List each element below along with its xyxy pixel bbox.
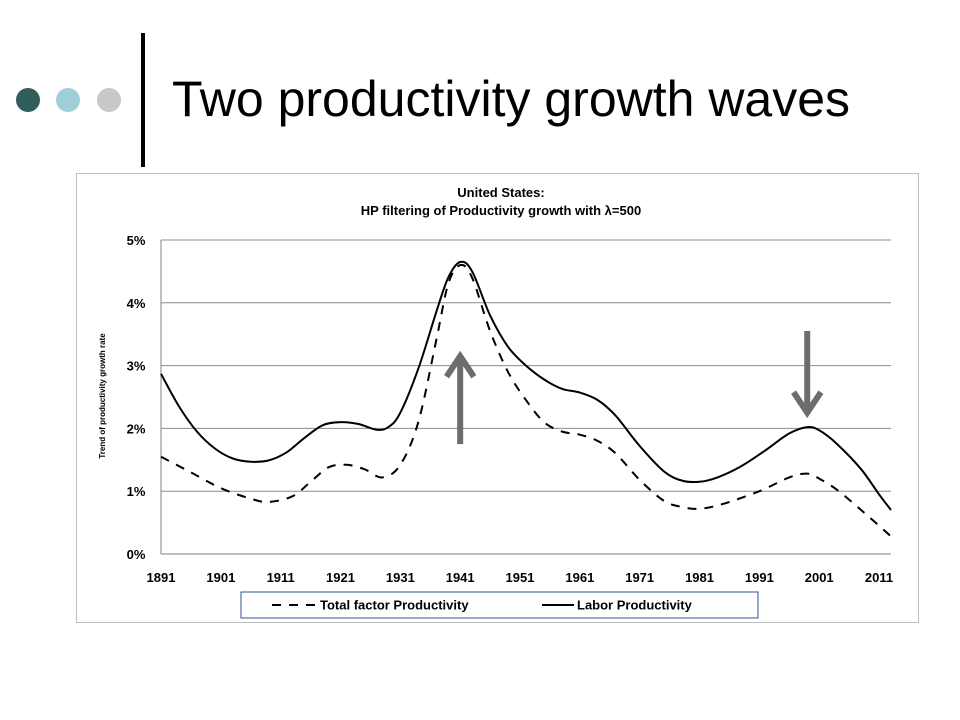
x-tick-label: 2001	[805, 570, 834, 585]
x-tick-label: 2011	[865, 570, 893, 585]
arrow-down-annotation	[791, 331, 824, 419]
chart-title-line-1: United States:	[457, 185, 544, 200]
x-tick-label: 1971	[625, 570, 654, 585]
chart-title-line-2: HP filtering of Productivity growth with…	[361, 203, 641, 218]
arrow-up-annotation	[444, 350, 477, 445]
x-tick-label: 1901	[206, 570, 235, 585]
series-line-total-factor-productivity	[160, 263, 892, 538]
y-tick-label: 1%	[127, 484, 146, 499]
x-tick-label: 1981	[685, 570, 714, 585]
x-tick-label: 1991	[745, 570, 774, 585]
decorative-dot-teal	[56, 88, 80, 112]
y-axis-label: Trend of productivity growth rate	[98, 333, 107, 459]
legend-box	[240, 591, 759, 619]
title-divider-bar	[141, 33, 145, 167]
decorative-dot-gray	[97, 88, 121, 112]
y-tick-label: 3%	[127, 359, 146, 374]
y-tick-label: 2%	[127, 421, 146, 436]
slide-title: Two productivity growth waves	[172, 71, 851, 127]
legend-label-labor-productivity: Labor Productivity	[577, 598, 693, 613]
series-line-labor-productivity	[160, 260, 892, 511]
decorative-dot-dark	[16, 88, 40, 112]
x-tick-label: 1931	[386, 570, 415, 585]
y-tick-label: 0%	[127, 547, 146, 562]
productivity-chart: United States: HP filtering of Productiv…	[98, 185, 893, 619]
y-tick-label: 4%	[127, 296, 146, 311]
legend-label-total-factor-productivity: Total factor Productivity	[320, 598, 469, 613]
x-tick-label: 1951	[506, 570, 535, 585]
x-tick-label: 1941	[446, 570, 475, 585]
x-tick-label: 1911	[267, 570, 295, 585]
x-tick-label: 1891	[147, 570, 176, 585]
x-tick-label: 1921	[326, 570, 355, 585]
x-tick-label: 1961	[565, 570, 594, 585]
chart-frame: United States: HP filtering of Productiv…	[76, 173, 919, 623]
y-tick-label: 5%	[127, 233, 146, 248]
